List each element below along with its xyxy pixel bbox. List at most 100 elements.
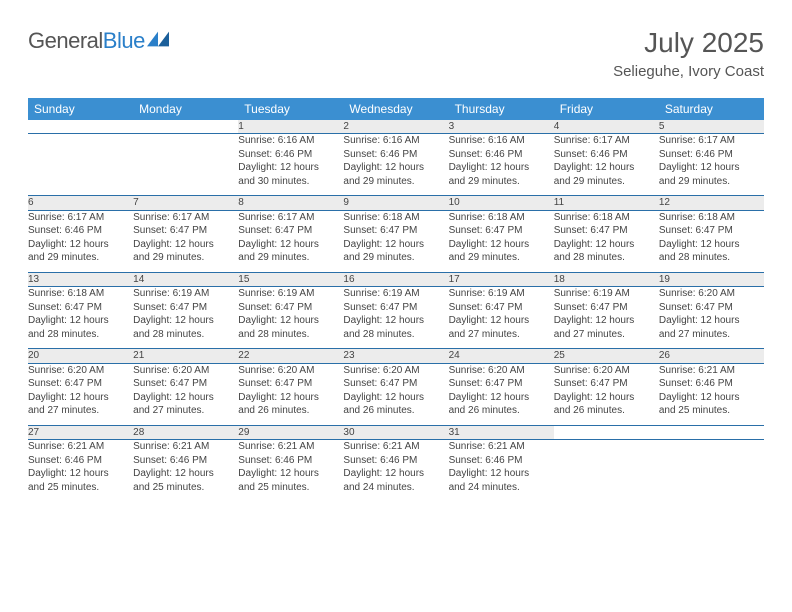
cell-line: Daylight: 12 hours [343, 314, 448, 328]
cell-line: Daylight: 12 hours [659, 161, 764, 175]
cell-line: and 25 minutes. [238, 481, 343, 495]
day-content-cell: Sunrise: 6:19 AMSunset: 6:47 PMDaylight:… [343, 287, 448, 349]
cell-line: Sunset: 6:46 PM [449, 148, 554, 162]
cell-line: Sunrise: 6:19 AM [133, 287, 238, 301]
cell-line: Sunset: 6:47 PM [133, 377, 238, 391]
day-content-cell: Sunrise: 6:16 AMSunset: 6:46 PMDaylight:… [238, 134, 343, 196]
day-content-cell [133, 134, 238, 196]
day-number-cell: 21 [133, 349, 238, 364]
day-content-cell: Sunrise: 6:17 AMSunset: 6:47 PMDaylight:… [238, 210, 343, 272]
cell-line: and 29 minutes. [449, 175, 554, 189]
cell-line: Sunrise: 6:20 AM [133, 364, 238, 378]
day-content-cell: Sunrise: 6:20 AMSunset: 6:47 PMDaylight:… [238, 363, 343, 425]
day-number-cell: 8 [238, 196, 343, 211]
cell-line: and 27 minutes. [659, 328, 764, 342]
cell-line: Sunset: 6:47 PM [238, 377, 343, 391]
cell-line: and 25 minutes. [133, 481, 238, 495]
month-title: July 2025 [613, 28, 764, 59]
cell-line: Sunset: 6:47 PM [659, 224, 764, 238]
cell-line: and 29 minutes. [133, 251, 238, 265]
cell-line: Sunrise: 6:18 AM [554, 211, 659, 225]
day-number-cell: 2 [343, 120, 448, 134]
cell-line: Sunrise: 6:20 AM [659, 287, 764, 301]
day-content-cell: Sunrise: 6:21 AMSunset: 6:46 PMDaylight:… [343, 440, 448, 502]
cell-line: and 28 minutes. [28, 328, 133, 342]
cell-line: and 29 minutes. [449, 251, 554, 265]
cell-line: Daylight: 12 hours [554, 314, 659, 328]
cell-line: and 30 minutes. [238, 175, 343, 189]
cell-line: Sunset: 6:47 PM [659, 301, 764, 315]
cell-line: and 29 minutes. [343, 175, 448, 189]
cell-line: Sunrise: 6:19 AM [238, 287, 343, 301]
weekday-header: Tuesday [238, 98, 343, 120]
day-content-cell: Sunrise: 6:20 AMSunset: 6:47 PMDaylight:… [449, 363, 554, 425]
cell-line: Daylight: 12 hours [238, 161, 343, 175]
cell-line: Daylight: 12 hours [133, 391, 238, 405]
cell-line: and 27 minutes. [133, 404, 238, 418]
cell-line: Sunset: 6:46 PM [449, 454, 554, 468]
calendar-body: 12345Sunrise: 6:16 AMSunset: 6:46 PMDayl… [28, 120, 764, 502]
cell-line: Sunset: 6:46 PM [28, 454, 133, 468]
day-number-cell: 9 [343, 196, 448, 211]
cell-line: Daylight: 12 hours [449, 314, 554, 328]
cell-line: and 26 minutes. [238, 404, 343, 418]
cell-line: Sunrise: 6:19 AM [343, 287, 448, 301]
weekday-header: Sunday [28, 98, 133, 120]
day-number-cell: 7 [133, 196, 238, 211]
cell-line: Sunrise: 6:21 AM [659, 364, 764, 378]
day-content-cell: Sunrise: 6:20 AMSunset: 6:47 PMDaylight:… [659, 287, 764, 349]
cell-line: and 29 minutes. [28, 251, 133, 265]
cell-line: Sunset: 6:46 PM [238, 454, 343, 468]
day-content-cell: Sunrise: 6:18 AMSunset: 6:47 PMDaylight:… [554, 210, 659, 272]
day-content-row: Sunrise: 6:18 AMSunset: 6:47 PMDaylight:… [28, 287, 764, 349]
cell-line: and 24 minutes. [449, 481, 554, 495]
cell-line: and 28 minutes. [659, 251, 764, 265]
day-content-row: Sunrise: 6:21 AMSunset: 6:46 PMDaylight:… [28, 440, 764, 502]
cell-line: Daylight: 12 hours [133, 238, 238, 252]
day-number-cell: 14 [133, 272, 238, 287]
weekday-header: Monday [133, 98, 238, 120]
cell-line: Sunrise: 6:17 AM [659, 134, 764, 148]
day-number-cell: 5 [659, 120, 764, 134]
day-content-cell: Sunrise: 6:21 AMSunset: 6:46 PMDaylight:… [133, 440, 238, 502]
cell-line: Sunrise: 6:17 AM [238, 211, 343, 225]
day-number-cell: 20 [28, 349, 133, 364]
cell-line: Sunset: 6:47 PM [28, 301, 133, 315]
day-number-cell: 25 [554, 349, 659, 364]
cell-line: Sunset: 6:46 PM [554, 148, 659, 162]
cell-line: Sunrise: 6:21 AM [133, 440, 238, 454]
cell-line: Sunset: 6:47 PM [554, 377, 659, 391]
day-content-row: Sunrise: 6:16 AMSunset: 6:46 PMDaylight:… [28, 134, 764, 196]
day-number-row: 20212223242526 [28, 349, 764, 364]
cell-line: Daylight: 12 hours [238, 314, 343, 328]
cell-line: Sunset: 6:46 PM [343, 148, 448, 162]
cell-line: Sunset: 6:47 PM [343, 377, 448, 391]
cell-line: Sunset: 6:47 PM [238, 301, 343, 315]
cell-line: and 29 minutes. [554, 175, 659, 189]
cell-line: Daylight: 12 hours [28, 314, 133, 328]
day-content-cell: Sunrise: 6:19 AMSunset: 6:47 PMDaylight:… [238, 287, 343, 349]
cell-line: Daylight: 12 hours [449, 467, 554, 481]
cell-line: Sunset: 6:47 PM [133, 224, 238, 238]
day-number-cell: 11 [554, 196, 659, 211]
cell-line: Sunset: 6:47 PM [238, 224, 343, 238]
day-number-cell: 24 [449, 349, 554, 364]
cell-line: Daylight: 12 hours [238, 238, 343, 252]
cell-line: Sunrise: 6:16 AM [449, 134, 554, 148]
cell-line: Daylight: 12 hours [449, 238, 554, 252]
cell-line: Sunset: 6:47 PM [28, 377, 133, 391]
day-content-cell: Sunrise: 6:21 AMSunset: 6:46 PMDaylight:… [28, 440, 133, 502]
weekday-header: Saturday [659, 98, 764, 120]
cell-line: Sunrise: 6:18 AM [343, 211, 448, 225]
day-content-cell: Sunrise: 6:20 AMSunset: 6:47 PMDaylight:… [554, 363, 659, 425]
cell-line: Sunset: 6:46 PM [238, 148, 343, 162]
cell-line: Daylight: 12 hours [28, 238, 133, 252]
day-number-cell: 30 [343, 425, 448, 440]
brand-part2: Blue [103, 28, 145, 54]
cell-line: and 27 minutes. [28, 404, 133, 418]
title-block: July 2025 Selieguhe, Ivory Coast [613, 28, 764, 80]
cell-line: Sunset: 6:46 PM [659, 148, 764, 162]
cell-line: Sunrise: 6:20 AM [28, 364, 133, 378]
day-number-cell: 29 [238, 425, 343, 440]
cell-line: Sunrise: 6:16 AM [343, 134, 448, 148]
